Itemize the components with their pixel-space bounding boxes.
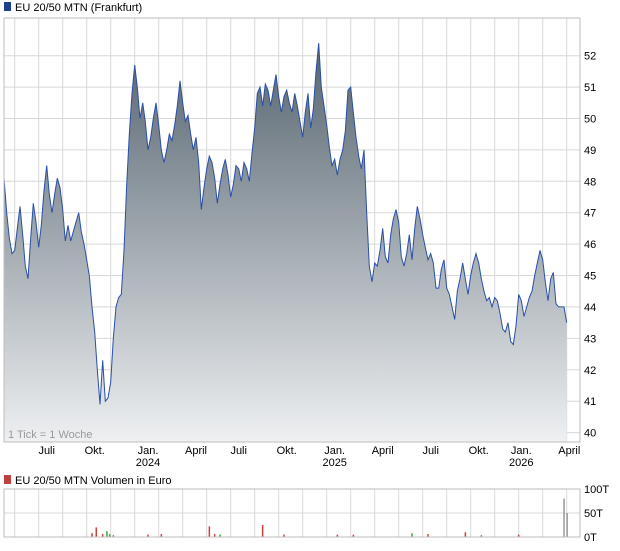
- volume-bar: [112, 535, 115, 537]
- price-x-tick-year: 2026: [509, 457, 533, 469]
- price-y-tick-label: 52: [584, 51, 596, 63]
- price-area: [4, 43, 567, 442]
- price-legend-swatch: [4, 2, 11, 11]
- volume-y-axis: 100T 50T 0T: [584, 484, 609, 544]
- price-y-tick-label: 46: [584, 239, 596, 251]
- volume-bar: [283, 534, 285, 537]
- price-y-tick-label: 43: [584, 333, 596, 345]
- volume-y-tick-label: 100T: [584, 484, 609, 496]
- price-y-tick-label: 50: [584, 114, 596, 126]
- volume-legend-swatch: [4, 475, 11, 484]
- price-chart-title: EU 20/50 MTN (Frankfurt): [15, 2, 142, 14]
- price-x-tick-label: Juli: [230, 445, 247, 457]
- volume-bar: [261, 525, 264, 537]
- price-x-tick-label: Okt.: [277, 445, 297, 457]
- price-y-tick-label: 49: [584, 145, 596, 157]
- price-line: [3, 43, 568, 405]
- price-y-tick-label: 48: [584, 176, 596, 188]
- volume-bar: [208, 526, 211, 537]
- volume-bar: [160, 534, 163, 537]
- volume-bar: [427, 534, 429, 537]
- volume-bar: [106, 531, 108, 537]
- price-y-tick-label: 40: [584, 428, 596, 440]
- price-y-tick-label: 44: [584, 302, 596, 314]
- price-x-tick-label: April: [372, 445, 394, 457]
- price-x-tick-label: Jan.: [138, 445, 159, 457]
- price-y-tick-label: 47: [584, 208, 596, 220]
- volume-gridlines: [4, 488, 580, 538]
- volume-bar: [147, 534, 149, 537]
- price-x-tick-label: April: [185, 445, 207, 457]
- volume-bar: [563, 498, 565, 537]
- volume-y-tick-label: 50T: [584, 508, 603, 520]
- volume-bar: [91, 533, 93, 537]
- price-x-tick-label: Juli: [38, 445, 55, 457]
- volume-bars: [91, 498, 568, 537]
- volume-bar: [213, 534, 216, 537]
- volume-bar: [101, 534, 104, 537]
- volume-bar: [411, 533, 413, 537]
- volume-bar: [336, 534, 339, 537]
- volume-bar: [517, 534, 520, 537]
- volume-bar: [566, 513, 568, 537]
- price-x-tick-label: Juli: [422, 445, 439, 457]
- price-x-tick-label: Jan.: [324, 445, 345, 457]
- price-y-tick-label: 51: [584, 82, 596, 94]
- volume-bar: [95, 527, 97, 537]
- volume-plot-border: [3, 488, 581, 538]
- price-y-tick-label: 42: [584, 365, 596, 377]
- volume-chart-title: EU 20/50 MTN Volumen in Euro: [15, 475, 172, 487]
- price-y-tick-label: 41: [584, 396, 596, 408]
- price-x-tick-year: 2024: [136, 457, 160, 469]
- price-x-tick-label: Jan.: [511, 445, 532, 457]
- tick-interval-note: 1 Tick = 1 Woche: [8, 429, 92, 441]
- price-plot-border: [3, 17, 581, 443]
- volume-bar: [219, 534, 221, 537]
- price-y-tick-label: 45: [584, 271, 596, 283]
- volume-y-tick-label: 0T: [584, 532, 597, 544]
- price-x-tick-label: April: [558, 445, 580, 457]
- price-x-tick-label: Okt.: [85, 445, 105, 457]
- price-x-tick-label: Okt.: [469, 445, 489, 457]
- price-x-tick-year: 2025: [322, 457, 346, 469]
- volume-bar: [464, 532, 467, 537]
- volume-bar: [352, 534, 355, 537]
- volume-bar: [480, 535, 483, 537]
- volume-bar: [108, 534, 111, 537]
- price-y-axis: 40 41 42 43 44 45 46 47 48 49 50 51 52: [584, 51, 596, 440]
